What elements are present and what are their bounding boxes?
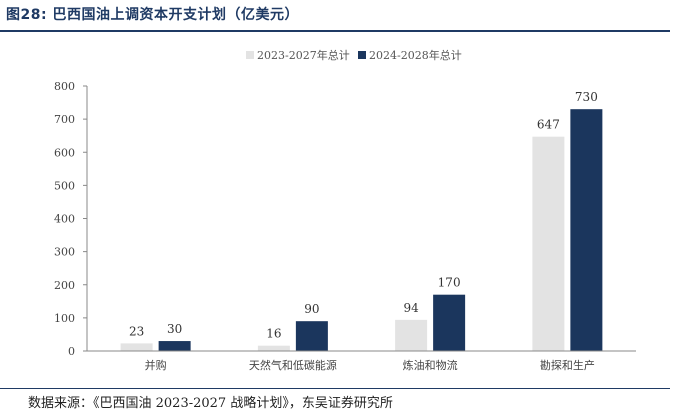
y-axis: 0 100 200 300 400 500 600 700 800 [54, 80, 88, 358]
y-tick-label: 300 [54, 246, 75, 259]
data-label: 30 [167, 322, 182, 336]
y-tick-label: 800 [54, 80, 75, 93]
legend-label-2: 2024-2028年总计 [369, 48, 462, 62]
data-label: 647 [537, 118, 560, 132]
bar-1-1 [120, 343, 153, 351]
figure-title: 图28: 巴西国油上调资本开支计划（亿美元） [6, 7, 299, 23]
data-label: 23 [129, 324, 144, 338]
legend-label-1: 2023-2027年总计 [257, 48, 350, 62]
y-tick-label: 200 [54, 279, 75, 292]
legend-swatch-2 [358, 51, 366, 59]
y-tick-label: 0 [68, 345, 75, 358]
data-label: 16 [266, 327, 281, 341]
bar-1-4 [532, 136, 565, 351]
data-label: 94 [403, 301, 419, 315]
y-tick-label: 500 [54, 179, 75, 192]
data-label: 730 [575, 90, 598, 104]
data-label: 170 [438, 276, 461, 290]
bar-2-4 [570, 109, 603, 351]
bar-1-2 [257, 345, 290, 351]
bar-2-3 [433, 294, 466, 351]
y-tick-label: 100 [54, 312, 75, 325]
source-note: 数据来源：《巴西国油 2023-2027 战略计划》，东吴证券研究所 [28, 396, 393, 411]
bar-2-1 [158, 341, 191, 351]
bars: 23 30 16 90 94 170 647 730 [120, 90, 603, 351]
legend-swatch-1 [246, 51, 254, 59]
bar-1-3 [395, 319, 428, 351]
y-tick-label: 400 [54, 213, 75, 226]
bar-2-2 [295, 321, 328, 351]
x-axis: 并购 天然气和低碳能源 炼油和物流 勘探和生产 [87, 350, 636, 372]
source-divider [0, 388, 670, 389]
chart-legend: 2023-2027年总计 2024-2028年总计 [246, 48, 462, 62]
data-label: 90 [304, 302, 319, 316]
title-underline [0, 30, 670, 32]
x-tick-label: 天然气和低碳能源 [249, 358, 337, 372]
x-tick-label: 炼油和物流 [403, 358, 458, 372]
x-tick-label: 勘探和生产 [540, 358, 595, 372]
y-tick-label: 600 [54, 146, 75, 159]
y-tick-label: 700 [54, 113, 75, 126]
x-tick-label: 并购 [145, 358, 167, 372]
